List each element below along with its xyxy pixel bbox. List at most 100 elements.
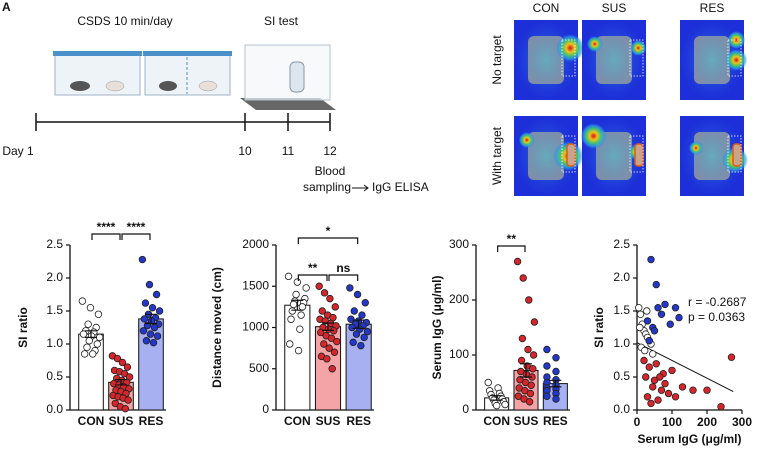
x-tick-label: 0 <box>634 415 641 429</box>
y-tick-label: 0.5 <box>46 369 63 383</box>
significance-label: ** <box>507 232 517 246</box>
x-tick-label: 300 <box>732 415 752 429</box>
day-label: Day 1 <box>2 144 34 158</box>
data-point <box>346 284 354 292</box>
data-point <box>86 304 95 312</box>
data-point <box>484 378 492 387</box>
zone-box <box>561 135 576 173</box>
day-label: 10 <box>238 144 252 158</box>
data-point <box>293 278 302 286</box>
target-cage <box>732 143 742 167</box>
data-point <box>636 323 644 332</box>
data-point <box>328 365 336 373</box>
significance-bracket <box>497 245 526 252</box>
y-tick-label: 2.0 <box>46 270 63 284</box>
data-point <box>89 350 97 358</box>
data-point <box>727 353 736 361</box>
data-point <box>286 340 294 348</box>
heatmap-hotspot <box>727 31 746 49</box>
illustration <box>53 44 336 110</box>
data-point <box>641 346 649 355</box>
y-tick-label: 0 <box>462 402 469 416</box>
data-point <box>140 315 149 323</box>
data-point <box>323 355 331 363</box>
data-point <box>287 315 295 323</box>
data-point <box>95 333 104 342</box>
target-cage <box>566 143 576 167</box>
data-point <box>519 274 527 282</box>
data-point <box>529 351 538 359</box>
sampling-label: Blood <box>315 164 346 178</box>
y-tick-label: 1000 <box>242 320 269 334</box>
heatmap-hotspot <box>725 49 748 71</box>
data-point <box>678 383 687 391</box>
data-point <box>671 393 680 401</box>
significance-bracket <box>121 233 151 240</box>
zone-box <box>561 39 576 77</box>
data-point <box>518 334 527 343</box>
data-point <box>513 257 522 266</box>
y-tick-label: 100 <box>449 347 469 361</box>
y-axis-label: Serum IgG (μg/ml) <box>430 275 444 379</box>
data-point <box>649 383 657 391</box>
x-tick-label: 100 <box>662 415 682 429</box>
data-point <box>111 399 119 408</box>
data-point <box>361 299 369 307</box>
data-point <box>530 318 539 326</box>
data-point <box>650 327 659 335</box>
heatmap-hotspot <box>689 141 703 155</box>
heatmap-hotspot <box>556 34 585 62</box>
heatmap-column-label: SUS <box>602 1 627 15</box>
data-point <box>640 356 648 365</box>
data-point <box>139 327 148 335</box>
y-axis-label: SI ratio <box>592 307 606 348</box>
x-tick-label: CON <box>284 414 311 428</box>
data-point <box>654 304 662 312</box>
x-tick-label: CON <box>483 414 510 428</box>
significance-bracket <box>328 274 359 281</box>
data-point <box>552 395 560 403</box>
data-point <box>347 315 355 323</box>
annotation: r = -0.2687 <box>688 295 747 309</box>
x-tick-label: RES <box>543 414 568 428</box>
day-label: 11 <box>282 144 295 158</box>
data-point <box>668 366 676 375</box>
data-point <box>326 294 334 303</box>
error-bar <box>115 379 127 386</box>
heatmap-row-label: No target <box>490 35 504 85</box>
y-tick-label: 300 <box>449 237 469 251</box>
significance-label: **** <box>127 220 146 234</box>
data-point <box>661 379 669 388</box>
data-point <box>352 330 361 338</box>
data-point <box>320 340 328 348</box>
y-tick-label: 0.5 <box>613 369 630 383</box>
data-point <box>148 304 157 312</box>
significance-label: ** <box>308 261 318 275</box>
data-point <box>152 290 161 299</box>
data-point <box>642 373 650 381</box>
data-point <box>330 348 339 356</box>
data-point <box>543 392 551 400</box>
data-point <box>671 304 680 312</box>
data-point <box>121 404 130 413</box>
data-point <box>331 303 339 311</box>
y-tick-label: 2.5 <box>46 237 63 251</box>
heatmap-row-label: With target <box>490 126 504 185</box>
y-axis-label: SI ratio <box>16 307 30 348</box>
data-point <box>661 300 669 309</box>
data-point <box>645 337 653 345</box>
error-bar <box>322 322 334 331</box>
data-point <box>360 333 368 342</box>
data-point <box>315 282 323 290</box>
data-point <box>289 300 298 309</box>
data-point <box>552 367 560 376</box>
x-tick-label: SUS <box>109 414 134 428</box>
panel-label: A <box>2 0 11 14</box>
sampling-label: sampling <box>303 180 351 194</box>
y-tick-label: 0.0 <box>613 402 630 416</box>
significance-label: ns <box>336 261 350 275</box>
data-point <box>113 354 122 363</box>
data-point <box>124 396 132 404</box>
zone-box <box>629 135 644 173</box>
